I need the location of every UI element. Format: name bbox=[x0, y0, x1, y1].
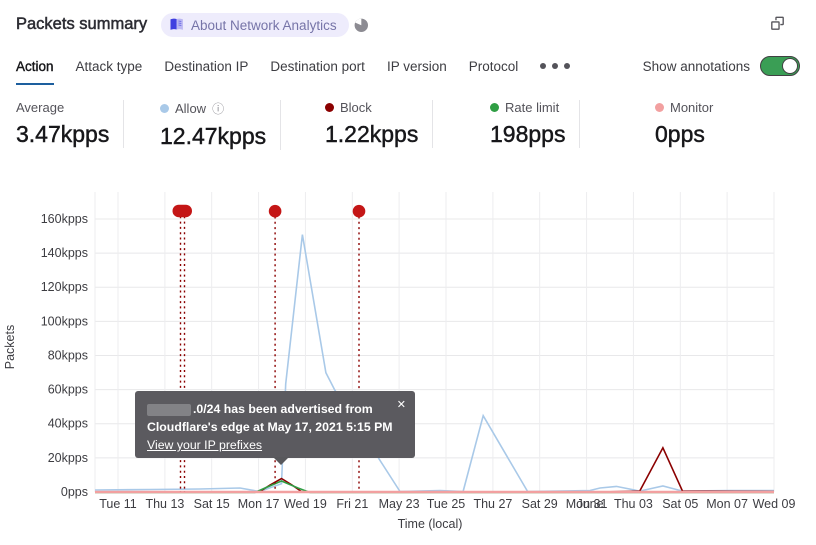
svg-text:120kpps: 120kpps bbox=[41, 280, 88, 294]
svg-text:60kpps: 60kpps bbox=[48, 383, 88, 397]
svg-text:Thu 03: Thu 03 bbox=[614, 497, 653, 511]
svg-text:Sat 15: Sat 15 bbox=[194, 497, 230, 511]
svg-text:Fri 21: Fri 21 bbox=[336, 497, 368, 511]
svg-text:Thu 27: Thu 27 bbox=[473, 497, 512, 511]
svg-text:Time (local): Time (local) bbox=[398, 517, 463, 531]
svg-text:Tue 11: Tue 11 bbox=[99, 497, 137, 511]
svg-text:0pps: 0pps bbox=[61, 485, 88, 499]
svg-text:Wed 19: Wed 19 bbox=[284, 497, 327, 511]
svg-text:80kpps: 80kpps bbox=[48, 349, 88, 363]
svg-text:Sat 29: Sat 29 bbox=[522, 497, 558, 511]
svg-text:40kpps: 40kpps bbox=[48, 417, 88, 431]
svg-text:Tue 25: Tue 25 bbox=[427, 497, 466, 511]
svg-text:Packets: Packets bbox=[3, 325, 17, 369]
svg-text:20kpps: 20kpps bbox=[48, 451, 88, 465]
svg-text:Sat 05: Sat 05 bbox=[662, 497, 698, 511]
svg-text:June: June bbox=[576, 497, 603, 511]
svg-text:Thu 13: Thu 13 bbox=[145, 497, 184, 511]
svg-text:Mon 07: Mon 07 bbox=[706, 497, 748, 511]
svg-text:May 23: May 23 bbox=[379, 497, 420, 511]
svg-text:100kpps: 100kpps bbox=[41, 314, 88, 328]
svg-text:Mon 17: Mon 17 bbox=[238, 497, 280, 511]
svg-text:160kpps: 160kpps bbox=[41, 212, 88, 226]
svg-text:140kpps: 140kpps bbox=[41, 246, 88, 260]
svg-text:Wed 09: Wed 09 bbox=[753, 497, 796, 511]
